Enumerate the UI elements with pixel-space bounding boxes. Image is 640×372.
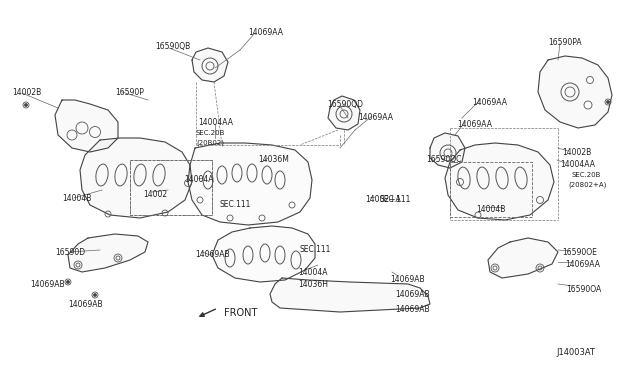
Bar xyxy=(450,162,532,217)
Text: 16590QB: 16590QB xyxy=(155,42,190,51)
Text: 16590QC: 16590QC xyxy=(426,155,461,164)
Bar xyxy=(130,160,212,215)
Text: SEC.111: SEC.111 xyxy=(380,195,412,204)
Text: 16590OE: 16590OE xyxy=(562,248,597,257)
Text: FRONT: FRONT xyxy=(224,308,257,318)
Text: SEC.111: SEC.111 xyxy=(300,245,332,254)
Text: SEC.111: SEC.111 xyxy=(220,200,252,209)
Text: 14036M: 14036M xyxy=(258,155,289,164)
Polygon shape xyxy=(212,226,315,282)
Polygon shape xyxy=(55,100,118,152)
Text: 16590PA: 16590PA xyxy=(548,38,582,47)
Text: 14069AB: 14069AB xyxy=(395,305,429,314)
Polygon shape xyxy=(270,278,430,312)
Text: 14004B: 14004B xyxy=(62,194,92,203)
Text: 16590D: 16590D xyxy=(55,248,85,257)
Polygon shape xyxy=(80,138,192,218)
Text: SEC.20B: SEC.20B xyxy=(196,130,225,136)
Text: 14004B: 14004B xyxy=(476,205,506,214)
Circle shape xyxy=(24,103,28,106)
Text: 14069AB: 14069AB xyxy=(395,290,429,299)
Text: 14069AB: 14069AB xyxy=(390,275,424,284)
Polygon shape xyxy=(68,234,148,272)
Text: 16590QD: 16590QD xyxy=(327,100,363,109)
Text: 14069AA: 14069AA xyxy=(248,28,283,37)
Text: 14004AA: 14004AA xyxy=(198,118,233,127)
Text: 14069AA: 14069AA xyxy=(457,120,492,129)
Circle shape xyxy=(93,294,97,296)
Polygon shape xyxy=(192,48,228,82)
Polygon shape xyxy=(488,238,558,278)
Circle shape xyxy=(67,280,70,283)
Text: 14002: 14002 xyxy=(143,190,167,199)
Text: 14002B: 14002B xyxy=(12,88,41,97)
Circle shape xyxy=(607,100,609,103)
Text: 14069AB: 14069AB xyxy=(30,280,65,289)
Text: 14002+A: 14002+A xyxy=(365,195,401,204)
Text: SEC.20B: SEC.20B xyxy=(572,172,602,178)
Polygon shape xyxy=(430,133,465,168)
Text: 14004A: 14004A xyxy=(298,268,328,277)
Text: 16590P: 16590P xyxy=(115,88,144,97)
Text: 14069AA: 14069AA xyxy=(565,260,600,269)
Polygon shape xyxy=(188,143,312,225)
Polygon shape xyxy=(328,96,360,130)
Text: 14069AA: 14069AA xyxy=(472,98,507,107)
Text: 16590OA: 16590OA xyxy=(566,285,601,294)
Polygon shape xyxy=(538,56,612,128)
Text: 14004A: 14004A xyxy=(184,175,214,184)
Text: (20802+A): (20802+A) xyxy=(568,181,606,187)
Text: J14003AT: J14003AT xyxy=(556,348,595,357)
Text: (20B02): (20B02) xyxy=(196,139,224,145)
Text: 14002B: 14002B xyxy=(562,148,591,157)
Text: 14069AB: 14069AB xyxy=(68,300,102,309)
Text: 14004AA: 14004AA xyxy=(560,160,595,169)
Text: 14069AA: 14069AA xyxy=(358,113,393,122)
Text: 14069AB: 14069AB xyxy=(195,250,230,259)
Text: 14036H: 14036H xyxy=(298,280,328,289)
Polygon shape xyxy=(445,143,554,220)
